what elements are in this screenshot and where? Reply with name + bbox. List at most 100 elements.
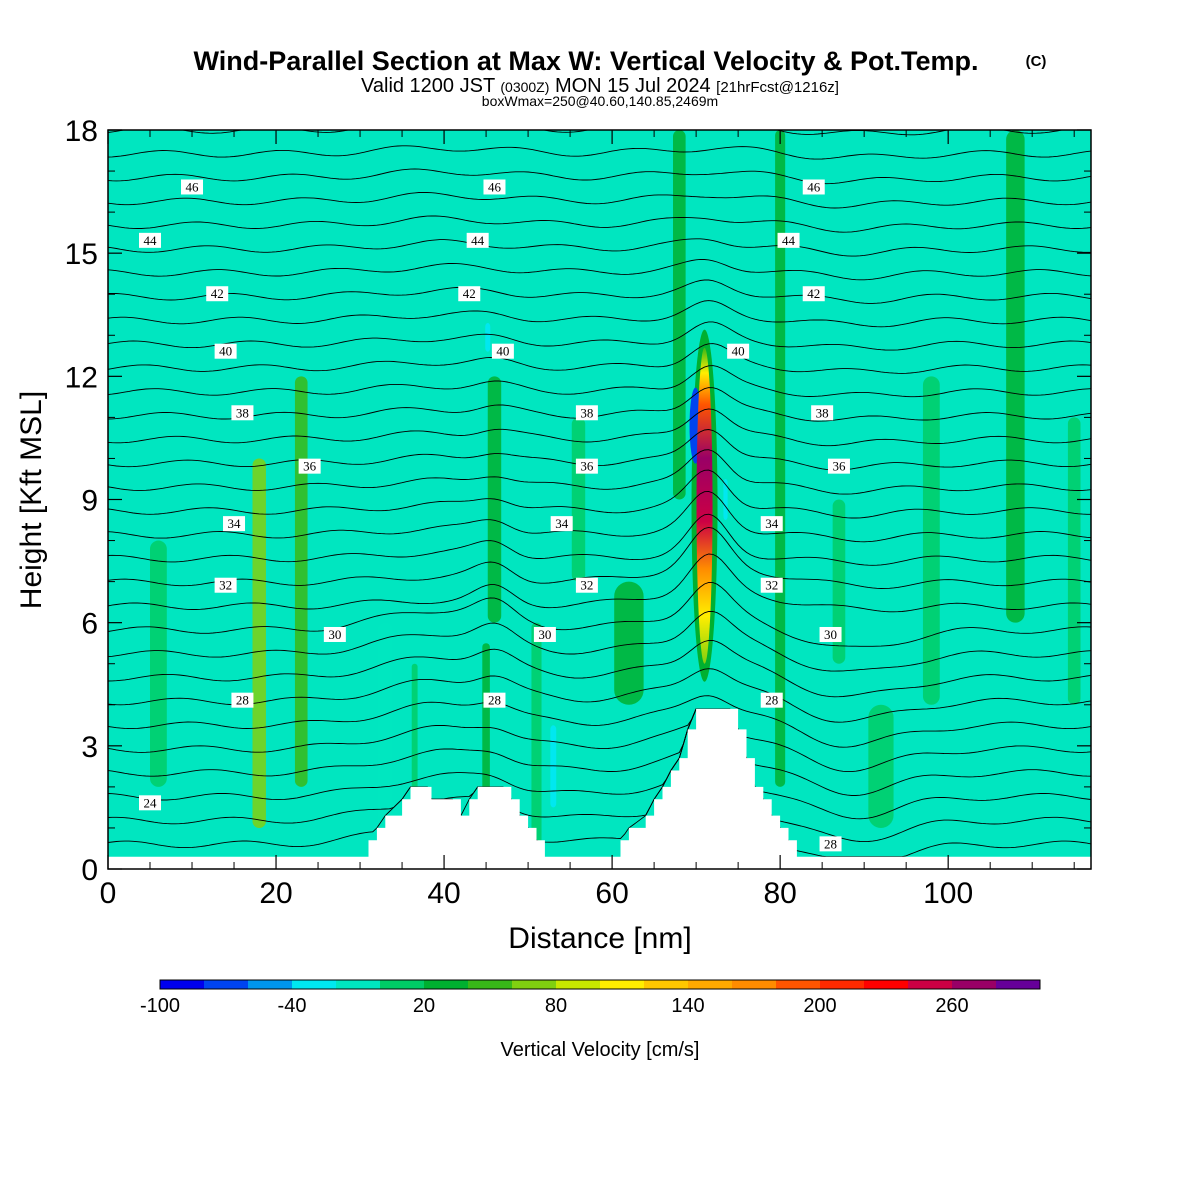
theta-label-box (231, 405, 254, 421)
theta-label-box (214, 577, 237, 593)
theta-label-box (575, 405, 598, 421)
theta-contour (108, 708, 1091, 820)
y-tick-label: 3 (81, 731, 98, 764)
theta-label-text: 24 (144, 795, 158, 810)
theta-label-text: 32 (580, 578, 593, 593)
theta-label-text: 38 (816, 405, 829, 420)
theta-label-box (181, 179, 204, 195)
theta-label-text: 42 (807, 286, 820, 301)
theta-contour (108, 408, 1091, 447)
y-tick-label: 18 (65, 115, 98, 148)
theta-label-box (223, 516, 246, 532)
theta-label: 34 (550, 516, 573, 532)
theta-label-text: 46 (488, 179, 502, 194)
theta-label: 42 (802, 286, 825, 302)
theta-contour (108, 365, 1091, 398)
theta-contour (108, 490, 1091, 543)
downdraft-patch (550, 725, 557, 808)
theta-contour (108, 639, 1091, 698)
colorbar-segment (424, 980, 469, 989)
colorbar-segment (380, 980, 425, 989)
theta-label-text: 34 (228, 516, 242, 531)
theta-contour (108, 343, 1091, 374)
theta-label-text: 36 (303, 459, 317, 474)
colorbar-tick-label: 260 (935, 995, 968, 1017)
theta-label: 30 (323, 626, 346, 642)
theta-label-box (760, 516, 783, 532)
colorbar-segment (160, 980, 205, 989)
colorbar-segment (468, 980, 513, 989)
theta-label-text: 30 (328, 627, 341, 642)
theta-label-text: 44 (144, 233, 158, 248)
theta-contour (108, 191, 1091, 209)
colorbar-segment (204, 980, 249, 989)
subtitle-date: MON 15 Jul 2024 (555, 75, 711, 97)
theta-contour (108, 215, 1091, 233)
theta-contour (108, 238, 1091, 257)
x-tick-label: 20 (259, 877, 292, 910)
subtitle-utc: (0300Z) (500, 79, 549, 95)
colorbar-segment (952, 980, 997, 989)
theta-contour (108, 130, 1065, 136)
theta-contour-labels: 46 46 46 44 44 44 42 42 42 40 40 40 38 38 38 36 36 36 34 34… (139, 179, 850, 852)
x-tick-label: 0 (100, 877, 117, 910)
updraft-streak (868, 704, 894, 828)
theta-contour (108, 145, 1091, 160)
theta-label-text: 42 (463, 286, 476, 301)
theta-label-text: 40 (496, 344, 509, 359)
y-tick-label: 0 (81, 854, 98, 887)
x-tick-label: 100 (923, 877, 973, 910)
theta-label: 38 (231, 405, 254, 421)
plot-area: 46 46 46 44 44 44 42 42 42 40 40 40 38 38 38 36 36 36 34 34… (108, 130, 1091, 869)
theta-label: 32 (214, 577, 237, 593)
theta-label: 30 (533, 626, 556, 642)
theta-contour (108, 610, 1091, 672)
theta-label: 28 (231, 692, 254, 708)
colorbar-tick-label: -40 (278, 995, 307, 1017)
theta-contour (108, 279, 1091, 304)
theta-label: 28 (483, 692, 506, 708)
theta-contour (108, 513, 1091, 566)
theta-label-box (533, 626, 556, 642)
theta-label: 32 (760, 577, 783, 593)
theta-label-text: 38 (236, 405, 249, 420)
y-axis-label: Height [Kft MSL] (15, 391, 48, 609)
theta-label-box (483, 692, 506, 708)
theta-label-text: 34 (765, 516, 779, 531)
x-tick-label: 60 (595, 877, 628, 910)
subtitle-fcst: [21hrFcst@1216z] (716, 79, 839, 96)
theta-label-text: 36 (580, 459, 594, 474)
theta-label-text: 30 (824, 627, 837, 642)
theta-label-text: 46 (186, 179, 200, 194)
theta-contour (108, 258, 1091, 281)
updraft-streak (150, 540, 167, 787)
theta-contour (108, 582, 1091, 647)
theta-label-text: 28 (824, 836, 837, 851)
chart-title: Wind-Parallel Section at Max W: Vertical… (194, 46, 979, 76)
theta-contour (108, 708, 1091, 843)
theta-label-box (819, 626, 842, 642)
theta-label-box (575, 577, 598, 593)
theta-label: 46 (181, 179, 204, 195)
theta-label-box (550, 516, 573, 532)
theta-label-box (491, 343, 514, 359)
theta-label-text: 40 (219, 344, 232, 359)
theta-label-box (139, 232, 162, 248)
colorbar-segment (908, 980, 953, 989)
theta-label-text: 30 (538, 627, 551, 642)
theta-label-box (811, 405, 834, 421)
theta-contour (108, 449, 1091, 495)
theta-label: 30 (819, 626, 842, 642)
title-mark: (C) (1026, 53, 1047, 70)
theta-label-box (214, 343, 237, 359)
x-tick-label: 80 (763, 877, 796, 910)
theta-label-text: 32 (219, 578, 232, 593)
theta-contour (108, 387, 1091, 422)
colorbar-segment (556, 980, 601, 989)
theta-label: 40 (491, 343, 514, 359)
theta-label: 36 (827, 458, 850, 474)
theta-label-text: 36 (832, 459, 846, 474)
theta-label-text: 28 (765, 693, 778, 708)
theta-label-box (298, 458, 321, 474)
